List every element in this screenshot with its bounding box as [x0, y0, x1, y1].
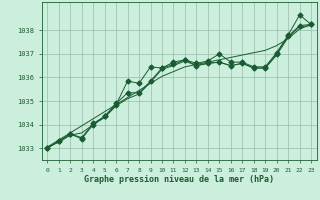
X-axis label: Graphe pression niveau de la mer (hPa): Graphe pression niveau de la mer (hPa)	[84, 175, 274, 184]
